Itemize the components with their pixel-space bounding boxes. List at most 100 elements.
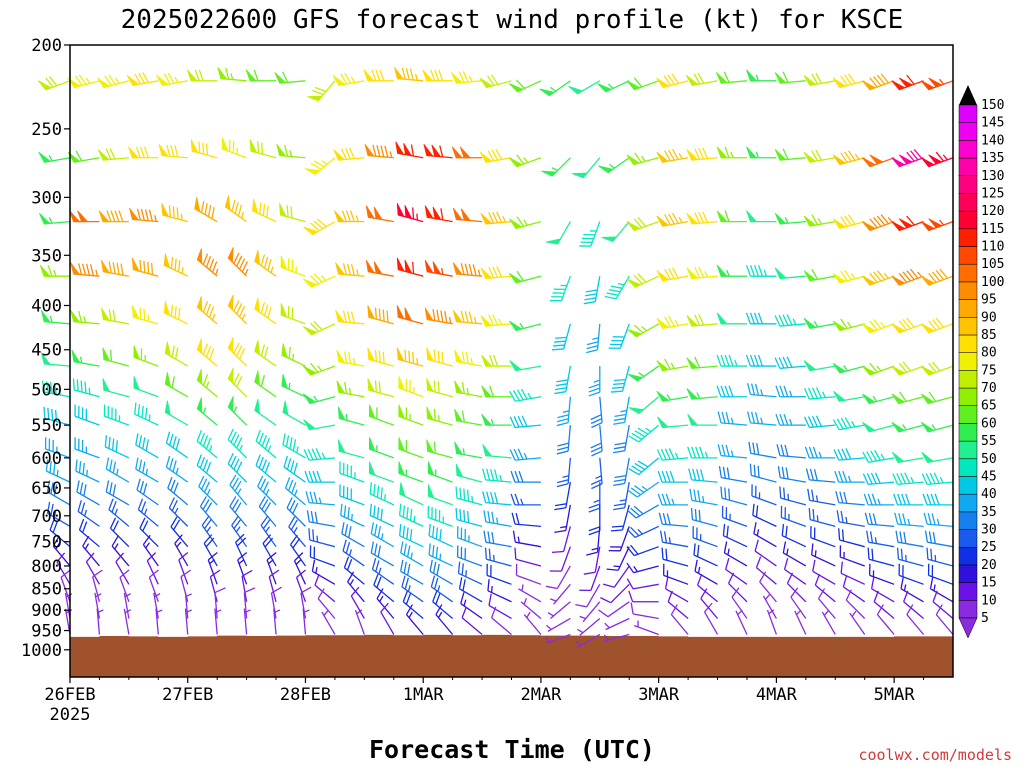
wind-barb: [626, 77, 659, 91]
wind-barb: [718, 465, 748, 483]
wind-barb: [41, 380, 71, 398]
wind-barb: [892, 472, 924, 486]
wind-barb: [373, 573, 395, 603]
colorbar-swatch: [958, 405, 978, 424]
wind-barb: [556, 425, 572, 455]
wind-barb: [598, 157, 630, 174]
wind-barb: [165, 455, 189, 483]
wind-barb: [862, 421, 895, 433]
wind-barb: [686, 388, 718, 400]
colorbar-tick-label: 20: [981, 558, 997, 573]
wind-barb: [40, 352, 71, 367]
wind-barb: [610, 504, 630, 532]
wind-barb: [249, 139, 277, 159]
y-tick-label: 200: [31, 36, 62, 56]
wind-barb: [97, 148, 129, 161]
wind-barb: [321, 610, 336, 635]
wind-barb: [832, 318, 865, 332]
colorbar-swatch: [958, 440, 978, 460]
wind-barb: [775, 413, 806, 426]
wind-barb: [721, 505, 748, 527]
wind-barb: [336, 349, 365, 367]
wind-barb: [302, 608, 310, 635]
wind-barb: [920, 391, 954, 405]
wind-barb: [368, 437, 394, 459]
wind-barb: [686, 266, 718, 280]
wind-barb: [862, 319, 895, 334]
wind-barb: [67, 150, 100, 163]
wind-barb: [231, 515, 248, 548]
wind-barb: [804, 446, 836, 459]
wind-barb: [401, 575, 424, 603]
wind-barb: [342, 539, 365, 567]
wind-barb: [376, 588, 395, 619]
wind-barb: [920, 151, 954, 168]
wind-barb: [601, 221, 630, 243]
wind-barb: [158, 143, 188, 159]
wind-barb: [227, 367, 248, 398]
wind-barb: [424, 259, 453, 277]
colorbar-tick-label: 10: [981, 593, 997, 608]
wind-barb: [927, 563, 954, 585]
colorbar-swatch: [958, 246, 978, 265]
wind-barb: [309, 545, 336, 567]
wind-barb: [280, 303, 306, 325]
wind-barb: [254, 398, 277, 426]
wind-barb: [547, 601, 571, 619]
wind-barb: [579, 221, 601, 247]
wind-barb: [105, 457, 130, 483]
wind-barb: [551, 526, 571, 554]
wind-barb: [590, 425, 603, 457]
wind-barb: [670, 604, 689, 635]
wind-barb: [133, 376, 159, 398]
x-year-label: 2025: [50, 705, 91, 725]
wind-barb: [604, 275, 630, 300]
wind-barb: [862, 449, 895, 464]
wind-barb: [780, 505, 807, 527]
wind-barb: [196, 397, 218, 426]
wind-barb: [317, 588, 336, 619]
wind-barb: [746, 383, 777, 398]
wind-barb: [486, 563, 512, 585]
wind-barb: [221, 137, 247, 159]
wind-barb: [270, 586, 283, 619]
wind-barb: [427, 461, 453, 483]
y-tick-label: 800: [31, 557, 62, 577]
wind-barb: [480, 314, 512, 327]
wind-barb: [776, 444, 806, 459]
wind-barb: [60, 569, 71, 603]
wind-barb: [196, 248, 219, 277]
plot-frame: [69, 44, 954, 678]
colorbar-tick-label: 40: [981, 487, 997, 502]
wind-barb: [510, 470, 541, 483]
wind-barb: [779, 486, 807, 506]
wind-barb: [686, 356, 718, 370]
wind-barb: [364, 143, 394, 159]
wind-barb: [869, 563, 895, 585]
colorbar-tick-label: 15: [981, 576, 997, 591]
wind-barb: [921, 472, 954, 486]
wind-barb: [123, 608, 131, 635]
wind-barb: [217, 67, 247, 82]
wind-barb: [133, 345, 159, 367]
wind-barb: [929, 577, 954, 603]
wind-barb: [290, 534, 306, 567]
colorbar-swatch: [958, 175, 978, 194]
wind-barb: [38, 151, 71, 163]
wind-barb: [426, 347, 453, 367]
wind-barb: [725, 557, 748, 585]
wind-barb: [762, 594, 777, 619]
wind-barb: [427, 484, 453, 506]
wind-barb: [131, 257, 159, 277]
wind-barb: [700, 588, 719, 619]
y-tick-label: 350: [31, 246, 62, 266]
wind-barb: [716, 210, 747, 223]
wind-barb: [255, 430, 277, 459]
wind-barb: [692, 526, 718, 548]
wind-barb: [630, 602, 659, 620]
wind-barb: [435, 604, 454, 635]
wind-barb: [282, 433, 306, 459]
colorbar-swatch: [958, 334, 978, 353]
wind-barb: [72, 378, 100, 398]
wind-barb: [554, 365, 572, 395]
